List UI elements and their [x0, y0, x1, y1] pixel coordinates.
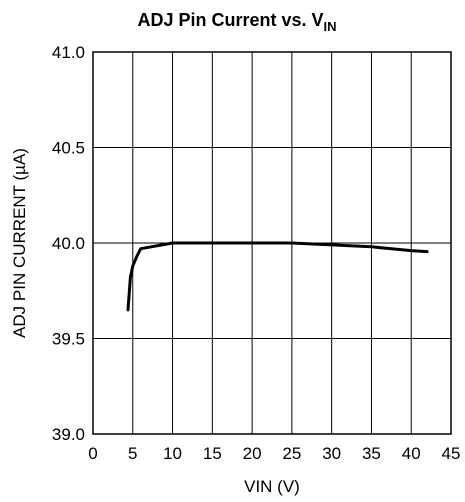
x-tick-label: 10: [163, 444, 182, 463]
y-tick-labels: 41.0 40.5 40.0 39.5 39.0: [52, 43, 85, 444]
x-tick-label: 25: [282, 444, 301, 463]
series-layer: [126, 241, 429, 312]
x-tick-label: 30: [322, 444, 341, 463]
x-axis-label: VIN (V): [244, 477, 300, 496]
plot-frame: [92, 51, 452, 435]
x-tick-label: 5: [128, 444, 137, 463]
y-tick-label: 39.5: [52, 330, 85, 349]
x-tick-label: 20: [243, 444, 262, 463]
y-tick-label: 39.0: [52, 425, 85, 444]
x-tick-label: 15: [203, 444, 222, 463]
x-tick-label: 40: [402, 444, 421, 463]
chart-title-subscript: IN: [324, 19, 337, 34]
x-tick-label: 35: [362, 444, 381, 463]
x-tick-label: 0: [88, 444, 97, 463]
chart-title-main: ADJ Pin Current vs. V: [137, 10, 323, 30]
y-tick-label: 40.5: [52, 139, 85, 158]
series-line: [126, 241, 429, 312]
y-tick-label: 40.0: [52, 234, 85, 253]
x-tick-label: 45: [442, 444, 461, 463]
y-tick-label: 41.0: [52, 43, 85, 62]
x-tick-labels: 0 5 10 15 20 25 30 35 40 45: [88, 444, 460, 463]
y-axis-label: ADJ PIN CURRENT (µA): [10, 148, 29, 338]
chart-title: ADJ Pin Current vs. VIN: [137, 10, 336, 34]
